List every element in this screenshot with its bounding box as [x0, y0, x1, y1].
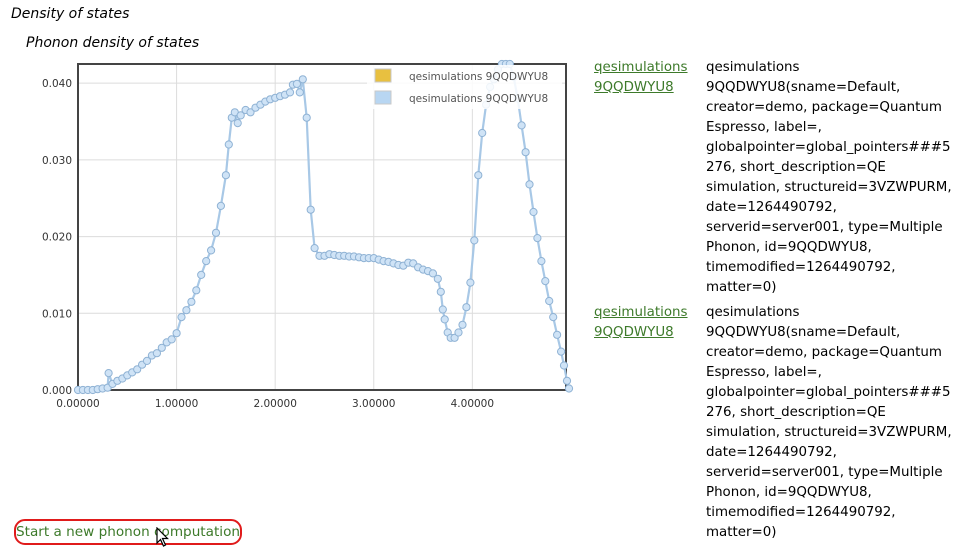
data-point	[177, 313, 186, 322]
data-point	[302, 113, 311, 122]
data-point	[436, 287, 445, 296]
data-point	[157, 343, 166, 352]
dos-chart: 0.00000 1.00000 2.00000 3.00000 4.00000 0.000…	[42, 59, 574, 410]
legend-swatch	[374, 68, 392, 83]
data-point	[202, 257, 211, 266]
data-point	[224, 140, 233, 149]
start-new-computation-link[interactable]: Start a new phonon computation	[14, 519, 242, 545]
data-point	[236, 111, 245, 120]
data-point	[221, 171, 230, 180]
y-tick-label: 0.000	[42, 385, 72, 397]
section-title: Density of states	[11, 6, 130, 22]
y-tick-label: 0.030	[42, 155, 72, 167]
data-point	[562, 376, 572, 385]
data-point	[557, 347, 566, 356]
data-point	[216, 201, 225, 210]
record-description: qesimulations 9QQDWYU8(sname=Default, cr…	[706, 305, 952, 540]
record-link[interactable]: qesimulations 9QQDWYU8	[594, 305, 688, 340]
data-point	[207, 246, 216, 255]
data-point	[433, 274, 442, 283]
data-point	[541, 277, 550, 286]
data-point	[182, 306, 191, 315]
legend-box	[367, 65, 562, 109]
data-point	[521, 148, 530, 157]
chart-title: Phonon density of states	[26, 35, 200, 51]
data-point	[211, 228, 221, 237]
data-point	[298, 75, 307, 84]
mouse-pointer-icon	[156, 527, 169, 547]
x-tick-label: 4.00000	[451, 398, 494, 410]
x-tick-label: 3.00000	[352, 398, 395, 410]
data-point	[310, 244, 319, 253]
data-point	[466, 278, 475, 287]
data-point	[438, 305, 447, 314]
data-point	[454, 328, 463, 337]
y-tick-label: 0.040	[42, 78, 72, 90]
data-point	[197, 270, 206, 279]
data-point	[142, 356, 152, 365]
data-point	[559, 361, 569, 370]
data-point	[104, 369, 113, 378]
y-tick-label: 0.020	[42, 232, 72, 244]
data-point	[525, 180, 534, 189]
record-description: qesimulations 9QQDWYU8(sname=Default, cr…	[706, 60, 952, 295]
data-point	[233, 119, 242, 128]
data-point	[440, 315, 449, 324]
record-item: qesimulations 9QQDWYU8 qesimulations 9QQ…	[590, 58, 952, 298]
data-point	[428, 269, 437, 278]
data-point	[458, 320, 467, 329]
data-point	[462, 303, 471, 312]
data-point	[537, 257, 546, 266]
data-point	[285, 88, 295, 97]
data-point	[187, 297, 196, 306]
plot-area	[77, 63, 567, 391]
data-point	[549, 313, 558, 322]
data-point	[152, 349, 161, 358]
data-point	[564, 384, 574, 393]
y-tick-label: 0.010	[42, 308, 72, 320]
record-list: qesimulations 9QQDWYU8 qesimulations 9QQ…	[590, 58, 952, 548]
data-point	[192, 286, 201, 295]
legend-swatch	[374, 90, 392, 105]
data-point	[533, 234, 542, 243]
data-point	[474, 171, 483, 180]
data-point	[167, 335, 176, 344]
record-item: qesimulations 9QQDWYU8 qesimulations 9QQ…	[590, 303, 952, 543]
data-point	[306, 205, 315, 214]
data-point	[517, 121, 526, 130]
data-point	[172, 329, 181, 338]
legend-label: qesimulations 9QQDWYU8	[409, 71, 548, 83]
data-point	[529, 207, 538, 217]
data-point	[292, 79, 301, 88]
data-point	[295, 88, 304, 97]
data-point	[470, 236, 479, 245]
data-point	[246, 108, 255, 117]
data-point	[553, 330, 562, 339]
record-link[interactable]: qesimulations 9QQDWYU8	[594, 60, 688, 95]
data-point	[478, 128, 487, 138]
data-point	[133, 365, 142, 374]
x-tick-label: 0.00000	[56, 398, 99, 410]
data-point	[545, 296, 554, 306]
x-tick-label: 1.00000	[155, 398, 198, 410]
x-tick-label: 2.00000	[253, 398, 296, 410]
legend-label: qesimulations 9QQDWYU8	[409, 93, 548, 105]
